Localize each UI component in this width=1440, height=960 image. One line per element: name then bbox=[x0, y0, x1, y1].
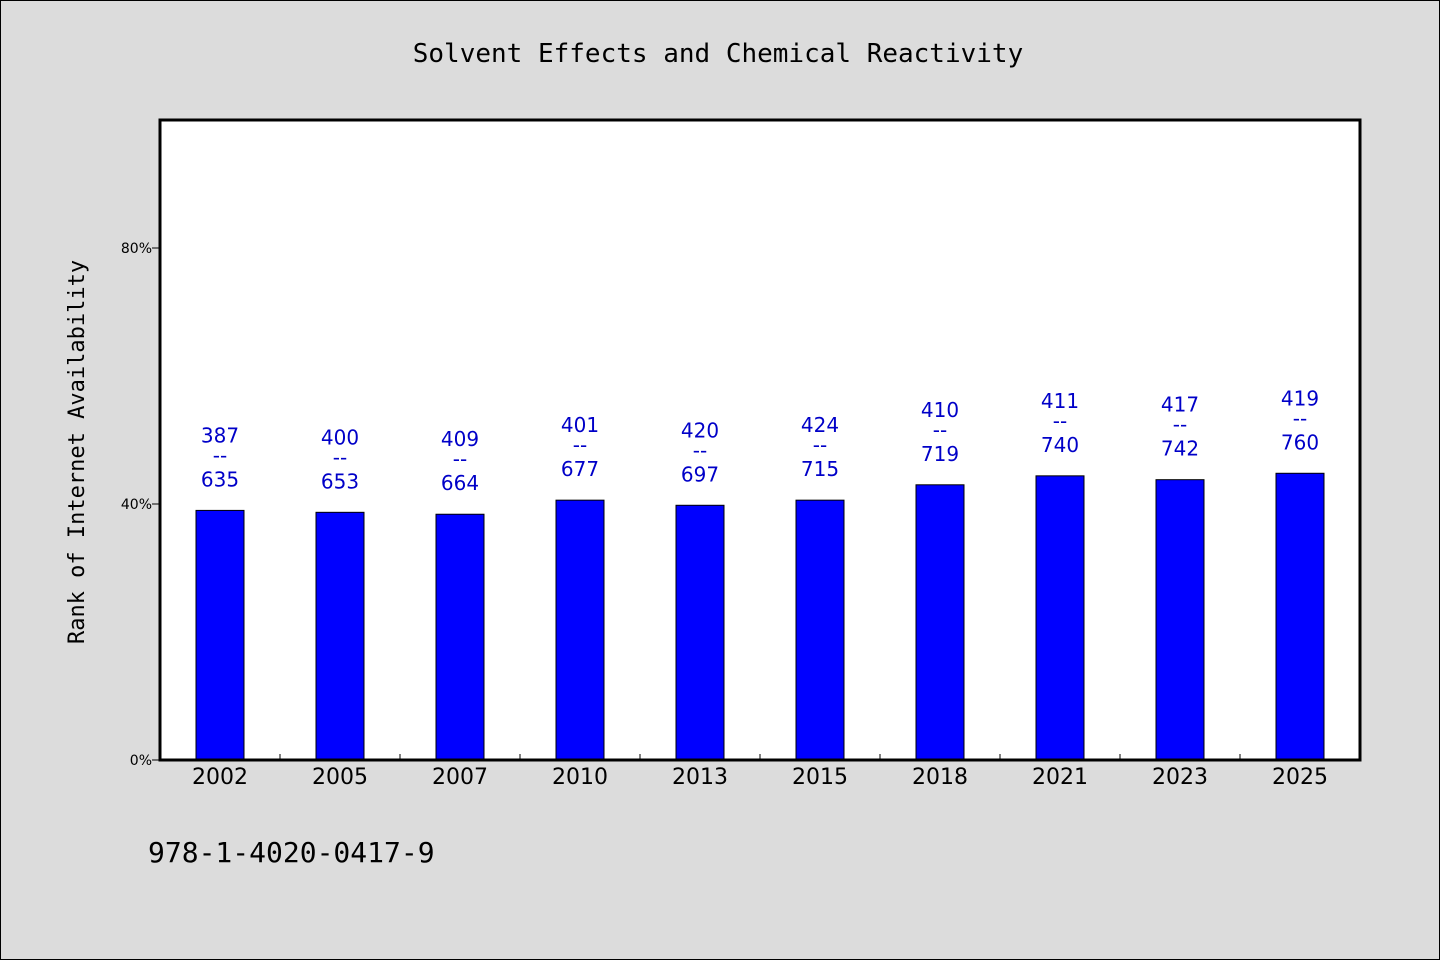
data-label-sep-2018: -- bbox=[933, 418, 947, 442]
bars-layer bbox=[195, 472, 1325, 761]
bar-2005 bbox=[315, 511, 365, 761]
bar-2007 bbox=[435, 513, 485, 761]
bar-2018 bbox=[915, 484, 965, 761]
data-label-top-2015: 424 bbox=[801, 413, 839, 437]
x-tick-label-2015: 2015 bbox=[792, 765, 848, 790]
data-label-bottom-2023: 742 bbox=[1161, 437, 1199, 461]
data-label-top-2025: 419 bbox=[1281, 386, 1319, 410]
data-label-sep-2010: -- bbox=[573, 433, 587, 457]
data-label-top-2002: 387 bbox=[201, 423, 239, 447]
data-label-bottom-2018: 719 bbox=[921, 442, 959, 466]
y-axis-label: Rank of Internet Availability bbox=[65, 260, 90, 644]
data-label-top-2013: 420 bbox=[681, 418, 719, 442]
x-tick-label-2023: 2023 bbox=[1152, 765, 1208, 790]
y-tick-label-0: 0% bbox=[130, 753, 152, 769]
data-label-sep-2013: -- bbox=[693, 438, 707, 462]
x-tick-label-2005: 2005 bbox=[312, 765, 368, 790]
plot-border bbox=[158, 118, 1362, 762]
data-label-top-2023: 417 bbox=[1161, 393, 1199, 417]
x-tick-label-2018: 2018 bbox=[912, 765, 968, 790]
bar-2025 bbox=[1275, 472, 1325, 761]
data-label-sep-2025: -- bbox=[1293, 406, 1307, 430]
data-label-bottom-2005: 653 bbox=[321, 469, 359, 493]
x-axis-ticks: 2002 2005 2007 2010 2013 2015 2018 2021 2023 2025 bbox=[192, 754, 1328, 790]
bar-2010 bbox=[555, 499, 605, 761]
data-label-top-2007: 409 bbox=[441, 427, 479, 451]
footer-isbn: 978-1-4020-0417-9 bbox=[148, 836, 435, 869]
y-axis-ticks: 0% 40% 80% bbox=[121, 241, 160, 769]
chart-title: Solvent Effects and Chemical Reactivity bbox=[413, 39, 1023, 69]
data-label-bottom-2013: 697 bbox=[681, 462, 719, 486]
bar-2002 bbox=[195, 509, 245, 761]
data-label-bottom-2010: 677 bbox=[561, 457, 599, 481]
data-label-bottom-2025: 760 bbox=[1281, 430, 1319, 454]
x-tick-label-2013: 2013 bbox=[672, 765, 728, 790]
data-label-top-2018: 410 bbox=[921, 398, 959, 422]
x-tick-label-2002: 2002 bbox=[192, 765, 248, 790]
y-tick-label-80: 80% bbox=[121, 241, 152, 257]
data-label-sep-2023: -- bbox=[1173, 413, 1187, 437]
bar-2023 bbox=[1155, 479, 1205, 761]
data-label-sep-2002: -- bbox=[213, 443, 227, 467]
data-label-bottom-2021: 740 bbox=[1041, 433, 1079, 457]
y-tick-label-40: 40% bbox=[121, 497, 152, 513]
bar-2015 bbox=[795, 499, 845, 761]
data-label-bottom-2015: 715 bbox=[801, 457, 839, 481]
data-label-top-2005: 400 bbox=[321, 425, 359, 449]
data-label-top-2010: 401 bbox=[561, 413, 599, 437]
data-label-sep-2015: -- bbox=[813, 433, 827, 457]
data-labels-layer: 387--635400--653409--664401--677420--697… bbox=[201, 386, 1319, 495]
data-label-bottom-2002: 635 bbox=[201, 467, 239, 491]
x-tick-label-2010: 2010 bbox=[552, 765, 608, 790]
bar-2021 bbox=[1035, 475, 1085, 761]
x-tick-label-2007: 2007 bbox=[432, 765, 488, 790]
data-label-sep-2021: -- bbox=[1053, 409, 1067, 433]
data-label-sep-2007: -- bbox=[453, 447, 467, 471]
data-label-bottom-2007: 664 bbox=[441, 471, 479, 495]
x-tick-label-2021: 2021 bbox=[1032, 765, 1088, 790]
data-label-top-2021: 411 bbox=[1041, 389, 1079, 413]
data-label-sep-2005: -- bbox=[333, 445, 347, 469]
bar-2013 bbox=[675, 504, 725, 761]
x-tick-label-2025: 2025 bbox=[1272, 765, 1328, 790]
